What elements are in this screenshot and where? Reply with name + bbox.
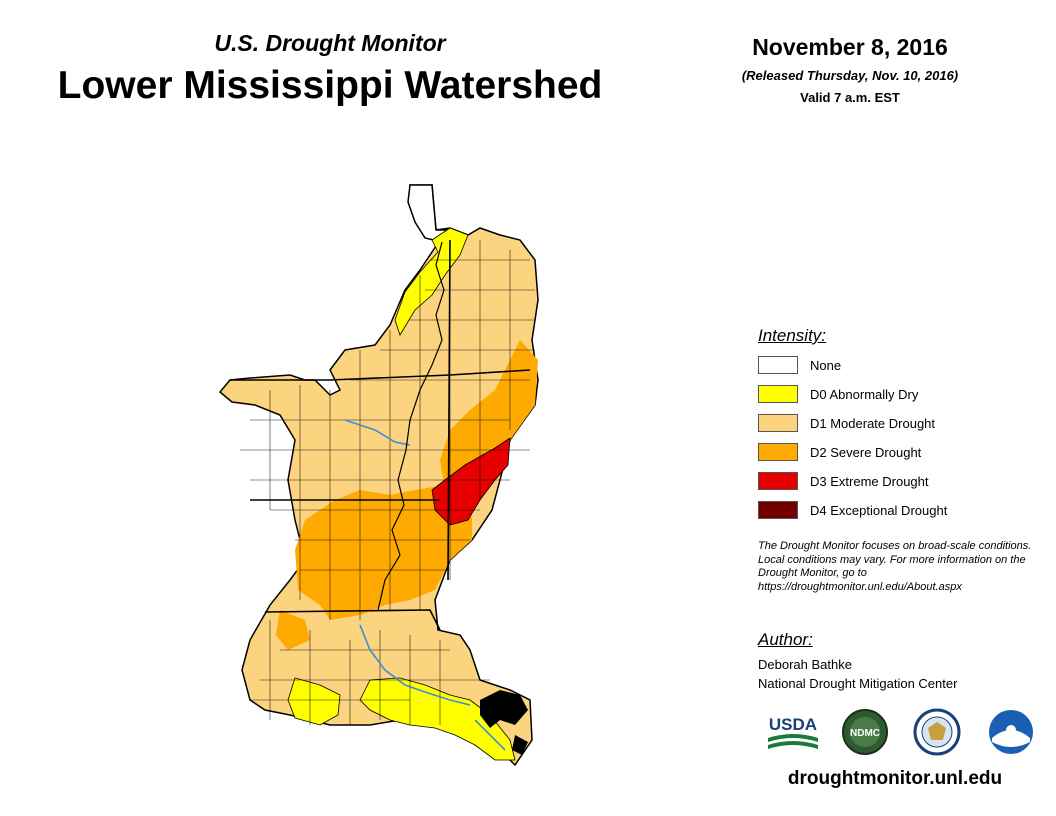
- author-heading: Author:: [758, 630, 813, 649]
- map-title: Lower Mississippi Watershed: [57, 64, 603, 107]
- mississippi-river: [377, 241, 445, 611]
- legend-label: D1 Moderate Drought: [810, 415, 936, 431]
- legend-label: None: [810, 357, 842, 373]
- legend-swatch: [758, 501, 798, 519]
- watershed-region: [218, 184, 539, 767]
- legend-swatch: [758, 356, 798, 374]
- legend-item-d4: D4 Exceptional Drought: [758, 500, 947, 520]
- d3-area: [431, 437, 511, 526]
- map-subtitle: U.S. Drought Monitor: [214, 30, 446, 56]
- state-boundaries: [230, 239, 531, 631]
- legend-item-d0: D0 Abnormally Dry: [758, 384, 918, 404]
- legend-item-none: None: [758, 355, 841, 375]
- release-date: (Released Thursday, Nov. 10, 2016): [741, 68, 959, 83]
- legend-label: D3 Extreme Drought: [810, 473, 929, 489]
- legend-item-d1: D1 Moderate Drought: [758, 413, 935, 433]
- legend-heading: Intensity:: [758, 326, 827, 345]
- legend-label: D4 Exceptional Drought: [810, 502, 948, 518]
- disclaimer-note: The Drought Monitor focuses on broad-sca…: [758, 540, 1032, 593]
- legend-item-d2: D2 Severe Drought: [758, 442, 921, 462]
- legend-item-d3: D3 Extreme Drought: [758, 471, 929, 491]
- valid-time: Valid 7 a.m. EST: [800, 90, 900, 105]
- legend-swatch: [758, 443, 798, 461]
- d2-area-west: [276, 610, 310, 650]
- county-boundaries: [240, 240, 535, 725]
- commerce-seal-logo: [913, 708, 961, 756]
- website-link[interactable]: droughtmonitor.unl.edu: [787, 768, 1003, 789]
- noaa-logo: [989, 710, 1033, 754]
- author-name: Deborah Bathke: [758, 657, 852, 672]
- author-organization: National Drought Mitigation Center: [758, 676, 958, 691]
- drought-map: [218, 184, 539, 767]
- usda-logo: USDA: [768, 715, 818, 749]
- d2-area-northeast: [440, 340, 538, 490]
- svg-text:USDA: USDA: [769, 715, 817, 734]
- d2-area-central: [295, 480, 472, 620]
- valid-date: November 8, 2016: [752, 34, 948, 60]
- d0-area-southwest: [287, 677, 341, 726]
- legend-swatch: [758, 472, 798, 490]
- rivers: [344, 419, 506, 751]
- ndmc-logo: NDMC: [842, 709, 888, 755]
- delta-marsh: [480, 690, 528, 755]
- svg-text:NDMC: NDMC: [850, 728, 880, 739]
- legend-swatch: [758, 385, 798, 403]
- legend-swatch: [758, 414, 798, 432]
- legend-label: D2 Severe Drought: [810, 444, 922, 460]
- d0-area-south: [359, 677, 516, 761]
- legend-label: D0 Abnormally Dry: [810, 386, 919, 402]
